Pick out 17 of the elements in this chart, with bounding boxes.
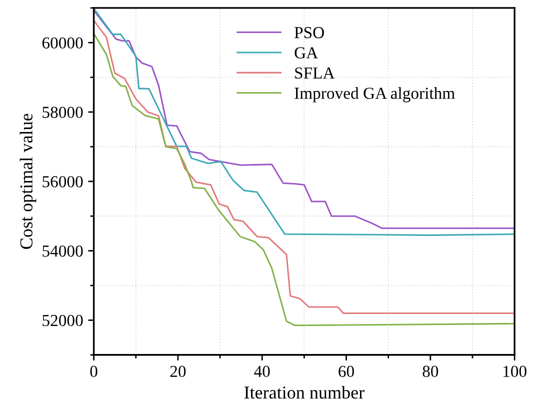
x-tick-label: 100 — [504, 366, 526, 378]
y-tick-label: 52000 — [42, 314, 83, 326]
y-tick-label: 60000 — [42, 37, 83, 49]
y-tick-label: 54000 — [42, 246, 83, 257]
legend-label: SFLA — [295, 67, 335, 79]
legend-label: Improved GA algorithm — [294, 87, 455, 102]
x-tick-label: 40 — [254, 366, 270, 378]
x-tick-label: 60 — [338, 366, 354, 378]
x-tick-label: 0 — [90, 366, 98, 378]
y-tick-label: 56000 — [42, 176, 83, 188]
x-tick-label: 80 — [422, 366, 438, 378]
x-tick-label: 20 — [170, 366, 186, 378]
y-axis-title: Cost optimal value — [20, 114, 36, 249]
legend-label: GA — [294, 47, 318, 58]
legend-label: PSO — [294, 27, 324, 38]
x-axis-title: Iteration number — [244, 386, 364, 399]
y-tick-label: 58000 — [42, 106, 83, 118]
